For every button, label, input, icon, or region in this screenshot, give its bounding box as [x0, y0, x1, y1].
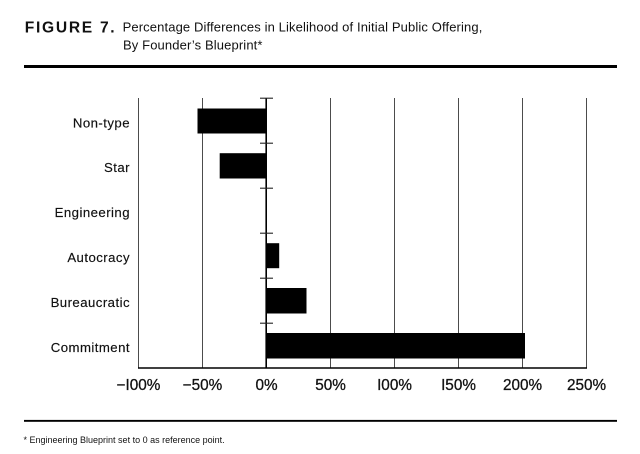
svg-text:Percentage Differences in Like: Percentage Differences in Likelihood of … [123, 19, 483, 34]
svg-text:Non-type: Non-type [73, 116, 130, 131]
svg-text:I00%: I00% [377, 377, 412, 394]
svg-text:I50%: I50% [441, 377, 476, 394]
svg-text:200%: 200% [503, 377, 543, 394]
svg-text:Engineering: Engineering [55, 205, 130, 220]
svg-text:50%: 50% [315, 377, 346, 394]
svg-text:FIGURE 7.: FIGURE 7. [25, 20, 117, 37]
svg-text:Autocracy: Autocracy [67, 250, 130, 265]
svg-text:By Founder’s Blueprint*: By Founder’s Blueprint* [123, 37, 263, 52]
svg-text:250%: 250% [567, 377, 607, 394]
svg-text:Star: Star [104, 160, 130, 175]
svg-text:Commitment: Commitment [51, 340, 130, 355]
svg-text:* Engineering Blueprint set to: * Engineering Blueprint set to 0 as refe… [24, 435, 225, 445]
svg-text:Bureaucratic: Bureaucratic [51, 295, 130, 310]
svg-text:−50%: −50% [183, 377, 223, 394]
svg-text:0%: 0% [255, 377, 278, 394]
svg-text:−I00%: −I00% [117, 377, 161, 394]
